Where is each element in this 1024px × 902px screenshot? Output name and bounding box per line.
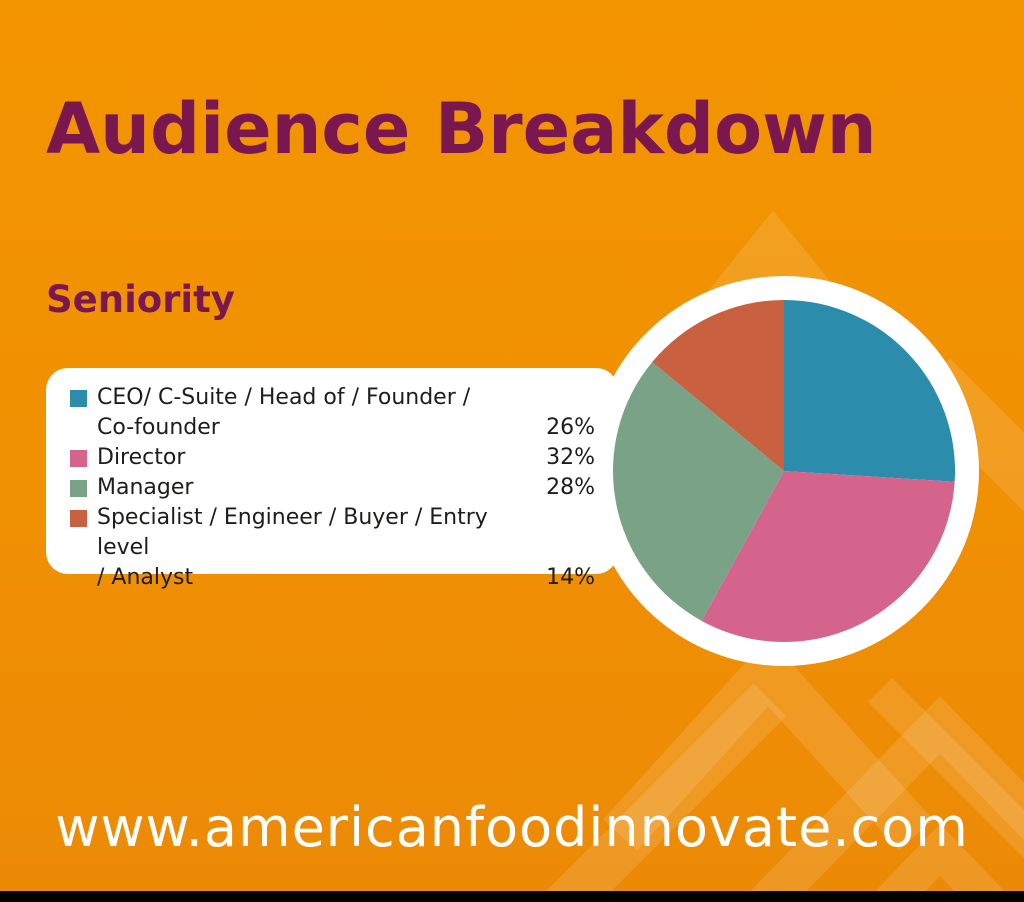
pie-chart-white-ring [589,276,979,666]
legend-value: 28% [546,475,595,500]
legend-swatch-icon [70,480,87,497]
legend-label: Specialist / Engineer / Buyer / Entry le… [97,505,488,590]
legend-item: Manager 28% [70,473,595,503]
website-url: www.americanfoodinnovate.com [55,796,969,859]
legend-swatch-icon [70,510,87,527]
legend-card: CEO/ C-Suite / Head of / Founder / Co-fo… [46,368,618,590]
section-label: Seniority [46,278,235,321]
legend-label: Director [97,445,186,470]
bottom-black-bar [0,891,1024,902]
legend-label: Manager [97,475,194,500]
legend-item: Director 32% [70,443,595,473]
legend-value: 14% [546,565,595,590]
legend-value: 32% [546,445,595,470]
legend-swatch-icon [70,450,87,467]
legend-item: Specialist / Engineer / Buyer / Entry le… [70,503,595,593]
legend-value: 26% [546,415,595,440]
legend-item: CEO/ C-Suite / Head of / Founder / Co-fo… [70,383,595,443]
page-title: Audience Breakdown [46,88,877,170]
legend-swatch-icon [70,390,87,407]
legend-label: CEO/ C-Suite / Head of / Founder / Co-fo… [97,385,471,440]
